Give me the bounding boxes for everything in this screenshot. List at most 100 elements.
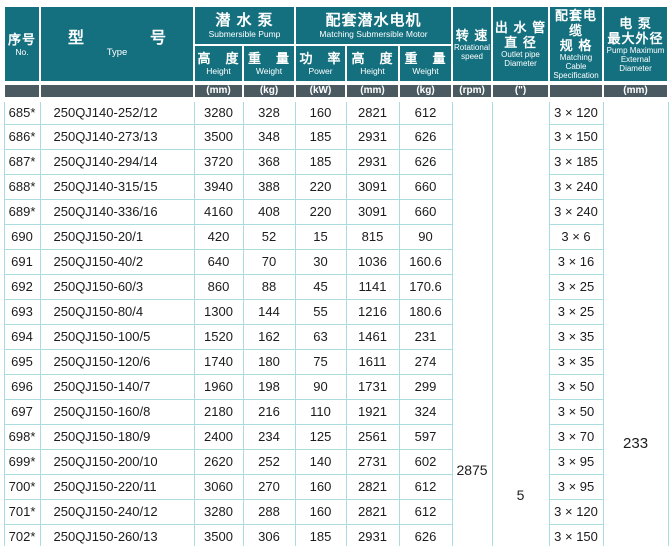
cell-no: 685* — [3, 98, 41, 125]
cell-pump_height: 2620 — [193, 448, 244, 475]
cell-power: 55 — [294, 298, 347, 325]
cell-type: 250QJ150-200/10 — [39, 448, 195, 475]
table-row: 693 250QJ150-80/4 1300 144 55 1216 180.6 3 × 25 — [3, 298, 668, 325]
cell-pump_height: 1520 — [193, 323, 244, 350]
cell-no: 695 — [3, 348, 41, 375]
col-header-outlet-diameter: 出 水 管 直 径 Outlet pipe Diameter — [491, 5, 551, 84]
cell-pump_height: 1960 — [193, 373, 244, 400]
unit-type — [39, 81, 195, 102]
cell-pump_weight: 270 — [242, 473, 296, 500]
cell-type: 250QJ140-273/13 — [39, 123, 195, 150]
table-header: 序号 No. 型 号 Type 潜 水 泵 Submersible Pump 配… — [3, 5, 670, 102]
cell-pump_weight: 180 — [242, 348, 296, 375]
unit-maxdia: (mm) — [602, 81, 670, 102]
cell-pump_weight: 70 — [242, 248, 296, 275]
table-row: 690 250QJ150-20/1 420 52 15 815 90 3 × 6 — [3, 223, 668, 250]
cell-power: 185 — [294, 523, 347, 546]
cell-motor_weight: 626 — [398, 523, 453, 546]
cell-motor_height: 1141 — [345, 273, 400, 300]
cell-motor_weight: 324 — [398, 398, 453, 425]
cell-pump_weight: 368 — [242, 148, 296, 175]
col-header-pump-height: 高 度 Height — [193, 43, 244, 84]
speed-value: 2875 — [456, 461, 488, 478]
cell-type: 250QJ150-20/1 — [39, 223, 195, 250]
cell-pump_weight: 328 — [242, 98, 296, 125]
col-header-max-diameter: 电 泵 最大外径 Pump Maximum External Diameter — [602, 5, 670, 84]
cell-cable: 3 × 25 — [548, 298, 604, 325]
cell-motor_weight: 612 — [398, 498, 453, 525]
cell-power: 110 — [294, 398, 347, 425]
cell-motor_height: 815 — [345, 223, 400, 250]
cell-pump_height: 860 — [193, 273, 244, 300]
cell-cable: 3 × 50 — [548, 398, 604, 425]
cell-cable: 3 × 120 — [548, 498, 604, 525]
cell-no: 698* — [3, 423, 41, 450]
cell-pump_height: 3720 — [193, 148, 244, 175]
col-header-cable-spec: 配套电缆 规 格 Matching Cable Specification — [548, 5, 605, 84]
merged-cell-maxdia: 233 — [602, 98, 669, 546]
cell-power: 160 — [294, 498, 347, 525]
col-header-type-en: Type — [106, 47, 128, 58]
col-header-motor-weight: 重 量 Weight — [397, 43, 454, 84]
cell-pump_weight: 52 — [242, 223, 296, 250]
cell-pump_weight: 88 — [242, 273, 296, 300]
cell-cable: 3 × 120 — [548, 98, 604, 125]
cell-no: 687* — [3, 148, 41, 175]
cell-pump_weight: 348 — [242, 123, 296, 150]
cell-type: 250QJ140-336/16 — [39, 198, 195, 225]
cell-cable: 3 × 240 — [548, 198, 604, 225]
cell-motor_weight: 612 — [398, 98, 453, 125]
table-row: 687* 250QJ140-294/14 3720 368 185 2931 626 3 × … — [3, 148, 668, 175]
cell-motor_height: 2821 — [345, 473, 400, 500]
cell-no: 689* — [3, 198, 41, 225]
cell-power: 75 — [294, 348, 347, 375]
cell-pump_height: 3060 — [193, 473, 244, 500]
cell-motor_weight: 231 — [398, 323, 453, 350]
units-row: (mm) (kg) (kW) (mm) (kg) (rpm) (") (mm) — [3, 81, 670, 102]
cell-pump_height: 1740 — [193, 348, 244, 375]
cell-motor_weight: 660 — [398, 198, 453, 225]
cell-type: 250QJ150-220/11 — [39, 473, 195, 500]
cell-no: 688* — [3, 173, 41, 200]
cell-pump_weight: 198 — [242, 373, 296, 400]
cell-pump_weight: 388 — [242, 173, 296, 200]
cell-motor_height: 2821 — [345, 498, 400, 525]
col-header-motor-height: 高 度 Height — [345, 43, 400, 84]
cell-pump_height: 3500 — [193, 523, 244, 546]
cell-no: 690 — [3, 223, 41, 250]
cell-pump_weight: 288 — [242, 498, 296, 525]
col-header-no: 序号 No. — [3, 5, 41, 84]
cell-motor_height: 1461 — [345, 323, 400, 350]
unit-power: (kW) — [294, 81, 347, 102]
cell-type: 250QJ150-260/13 — [39, 523, 195, 546]
cell-pump_height: 3280 — [193, 98, 244, 125]
cell-motor_height: 2821 — [345, 98, 400, 125]
cell-no: 692 — [3, 273, 41, 300]
cell-motor_weight: 612 — [398, 473, 453, 500]
cell-motor_height: 2731 — [345, 448, 400, 475]
cell-pump_height: 2180 — [193, 398, 244, 425]
cell-motor_height: 2931 — [345, 523, 400, 546]
cell-type: 250QJ140-294/14 — [39, 148, 195, 175]
cell-power: 90 — [294, 373, 347, 400]
cell-motor_height: 2931 — [345, 123, 400, 150]
col-header-motor-power: 功 率 Power — [294, 43, 347, 84]
table-row: 686* 250QJ140-273/13 3500 348 185 2931 626 3 × … — [3, 123, 668, 150]
cell-pump_weight: 216 — [242, 398, 296, 425]
cell-no: 694 — [3, 323, 41, 350]
cell-no: 686* — [3, 123, 41, 150]
cell-power: 220 — [294, 198, 347, 225]
table-row: 697 250QJ150-160/8 2180 216 110 1921 324 3 × 50 — [3, 398, 668, 425]
cell-no: 693 — [3, 298, 41, 325]
cell-motor_height: 1731 — [345, 373, 400, 400]
cell-cable: 3 × 16 — [548, 248, 604, 275]
cell-cable: 3 × 70 — [548, 423, 604, 450]
col-header-pump-weight: 重 量 Weight — [242, 43, 296, 84]
table-row: 700* 250QJ150-220/11 3060 270 160 2821 612 3 × … — [3, 473, 668, 500]
cell-cable: 3 × 35 — [548, 323, 604, 350]
col-header-no-en: No. — [15, 46, 29, 57]
table-body: 685* 250QJ140-252/12 3280 328 160 2821 612 2875… — [3, 98, 669, 546]
cell-pump_height: 4160 — [193, 198, 244, 225]
table-row: 685* 250QJ140-252/12 3280 328 160 2821 612 2875… — [3, 98, 669, 546]
unit-pump-weight: (kg) — [242, 81, 296, 102]
